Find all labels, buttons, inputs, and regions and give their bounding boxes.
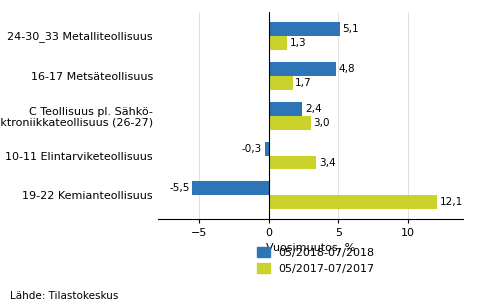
Text: 4,8: 4,8 <box>338 64 355 74</box>
Text: 3,4: 3,4 <box>319 157 336 168</box>
X-axis label: Vuosimuutos, %: Vuosimuutos, % <box>266 244 355 254</box>
Bar <box>269 61 336 75</box>
Text: 1,7: 1,7 <box>295 78 312 88</box>
Text: 12,1: 12,1 <box>440 198 463 208</box>
Bar <box>269 116 311 130</box>
Bar <box>269 195 437 209</box>
Text: 3,0: 3,0 <box>314 118 330 127</box>
Bar <box>269 102 302 116</box>
Text: Lähde: Tilastokeskus: Lähde: Tilastokeskus <box>10 291 118 301</box>
Bar <box>265 141 269 156</box>
Text: -0,3: -0,3 <box>242 143 262 154</box>
Bar <box>269 156 316 170</box>
Text: -5,5: -5,5 <box>169 184 190 193</box>
Bar <box>269 36 287 50</box>
Bar <box>269 75 292 90</box>
Bar <box>192 181 269 195</box>
Text: 1,3: 1,3 <box>290 38 306 47</box>
Text: 2,4: 2,4 <box>305 104 321 113</box>
Bar <box>269 22 340 36</box>
Legend: 05/2018-07/2018, 05/2017-07/2017: 05/2018-07/2018, 05/2017-07/2017 <box>252 243 379 279</box>
Text: 5,1: 5,1 <box>343 23 359 33</box>
